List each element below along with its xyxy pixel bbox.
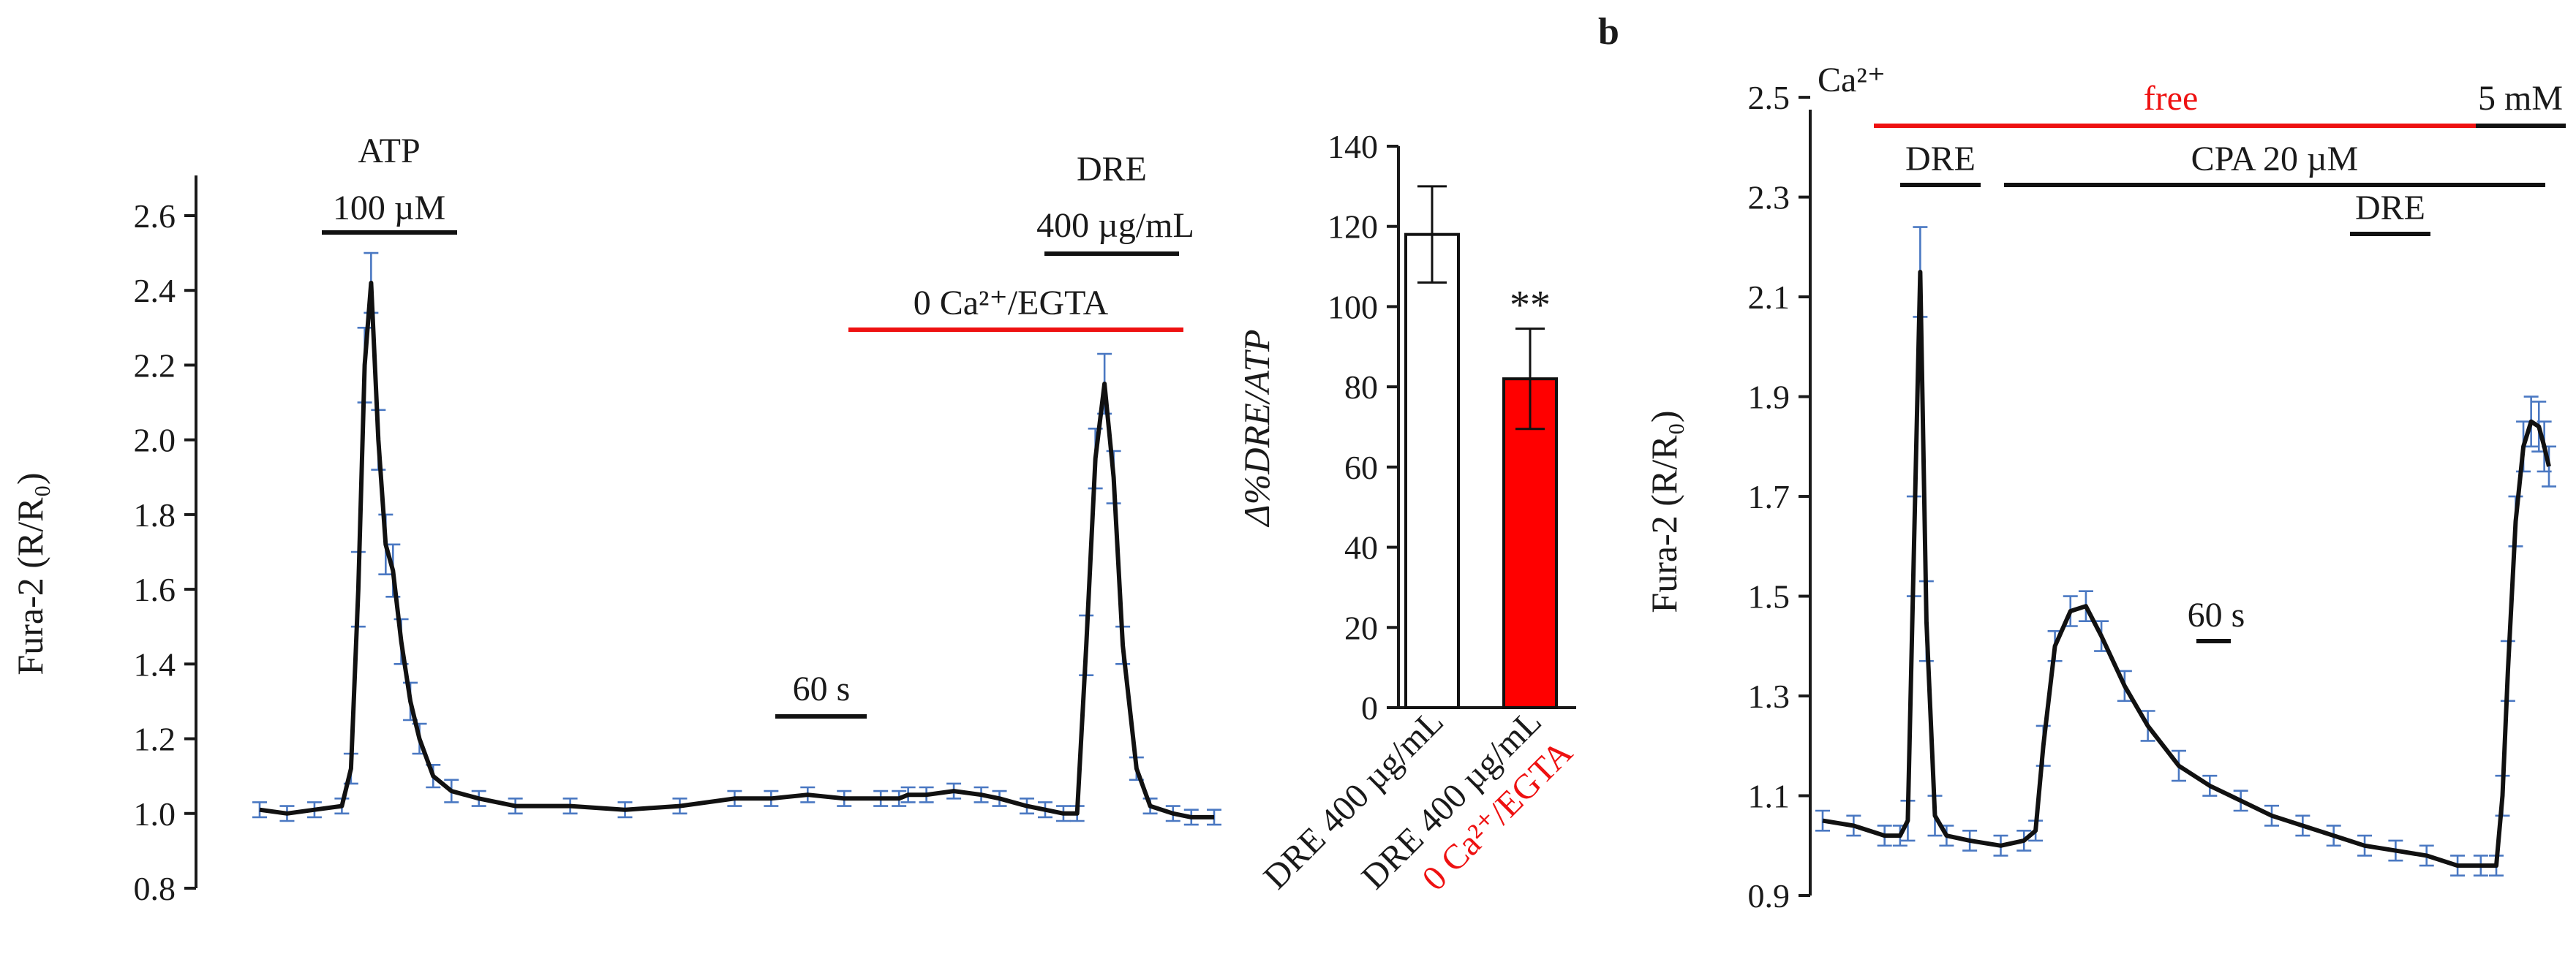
inset-bar-chart: 0 20 40 60 80 100 120 140 Δ%DRE/ATP ** DRE 400 … [1236, 128, 1580, 928]
panel-b-y-tick-label: 2.5 [1748, 79, 1790, 116]
bar-chart-y-tick-label: 120 [1327, 208, 1378, 246]
ca-5mm-label: 5 mM [2478, 79, 2563, 118]
panel-b-y-tick-label: 1.7 [1748, 478, 1790, 515]
panel-b-y-tick-label: 2.3 [1748, 179, 1790, 216]
panel-a-y-tick-label: 1.2 [134, 721, 176, 758]
dre-label-2: DRE [2355, 189, 2425, 227]
panel-b-y-tick-label: 1.1 [1748, 778, 1790, 815]
panel-b-y-tick-label: 1.3 [1748, 678, 1790, 715]
panel-a-y-tick-label: 2.6 [134, 197, 176, 235]
dre-label: DRE [1077, 150, 1147, 189]
panel-a-y-tick-label: 0.8 [134, 870, 176, 907]
bar-2 [1502, 377, 1558, 710]
panel-a-trace-chart: 0.8 1.0 1.2 1.4 1.6 1.8 2.0 2.2 2.4 2.6 Fura-2 (R… [10, 132, 1221, 907]
time-scale-label-b: 60 s [2188, 596, 2245, 635]
panel-b-y-tick-label: 2.1 [1748, 279, 1790, 316]
panel-a-y-tick-label: 1.6 [134, 571, 176, 608]
free-label: free [2144, 79, 2199, 118]
bar-chart-y-tick-label: 0 [1361, 689, 1378, 727]
atp-label: ATP [358, 132, 420, 170]
ca-label: Ca²⁺ [1818, 61, 1886, 99]
panel-b-y-axis-label: Fura-2 (R/R₀) [1643, 410, 1684, 613]
panel-b-y-tick-label: 1.9 [1748, 379, 1790, 416]
panel-b-y-tick-label: 0.9 [1748, 877, 1790, 915]
dre-concentration-label: 400 µg/mL [1036, 206, 1194, 245]
time-scale-label-a: 60 s [793, 670, 851, 708]
bar-chart-y-tick-label: 60 [1344, 449, 1378, 486]
panel-a-y-tick-label: 2.4 [134, 272, 176, 309]
panel-b-label: b [1598, 11, 1619, 53]
panel-a-y-axis-label: Fura-2 (R/R₀) [10, 472, 50, 675]
bar-1 [1404, 232, 1460, 709]
bar-chart-y-axis-label: Δ%DRE/ATP [1236, 329, 1277, 527]
panel-b-y-tick-label: 1.5 [1748, 578, 1790, 616]
bar-chart-y-tick-label: 80 [1344, 368, 1378, 406]
panel-a-trace-line [259, 281, 1214, 819]
panel-b-trace-chart: 0.9 1.1 1.3 1.5 1.7 1.9 2.1 2.3 2.5 Fura-2 (R/R₀… [1643, 61, 2566, 915]
significance-marker: ** [1510, 283, 1551, 328]
panel-b-trace-line [1822, 270, 2551, 868]
panel-a-y-tick-label: 2.0 [134, 422, 176, 459]
category-label-2: DRE 400 µg/mL0 Ca²⁺/EGTA [1354, 702, 1580, 928]
panel-a-y-tick-label: 1.0 [134, 795, 176, 833]
panel-a-y-tick-label: 2.2 [134, 347, 176, 384]
panel-a-y-tick-label: 1.4 [134, 645, 176, 683]
cpa-label: CPA 20 µM [2191, 140, 2359, 178]
bar-chart-y-tick-label: 20 [1344, 609, 1378, 646]
bar-chart-y-tick-label: 140 [1327, 128, 1378, 165]
atp-concentration-label: 100 µM [333, 189, 445, 227]
ca-free-label: 0 Ca²⁺/EGTA [914, 284, 1109, 322]
bar-chart-y-tick-label: 40 [1344, 529, 1378, 567]
dre-label-1: DRE [1905, 140, 1976, 178]
bar-chart-y-tick-label: 100 [1327, 288, 1378, 325]
panel-a-y-tick-label: 1.8 [134, 496, 176, 534]
